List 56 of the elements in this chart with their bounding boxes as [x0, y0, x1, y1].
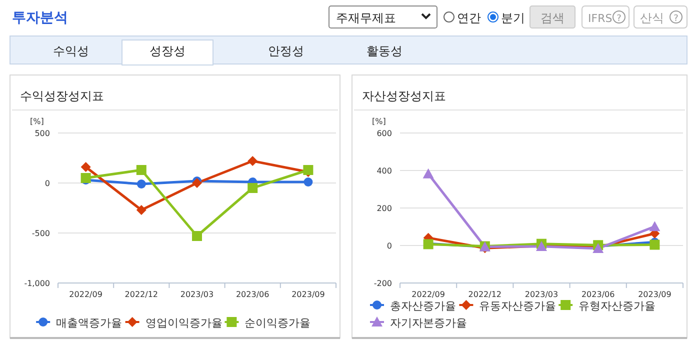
text: 연간	[457, 11, 481, 25]
point	[136, 205, 146, 215]
y-tick-label: 0	[44, 179, 50, 188]
x-tick-label: 2022/12	[124, 290, 158, 299]
point	[80, 173, 91, 183]
y-tick-label: 200	[376, 204, 392, 213]
point	[650, 240, 660, 250]
text: 산식	[640, 11, 664, 25]
text: 활동성	[366, 44, 402, 58]
chart-title: 자산성장성지표	[362, 89, 446, 103]
legend-label: 영업이익증가율	[145, 316, 222, 330]
y-tick-label: 0	[386, 242, 392, 250]
point	[248, 156, 258, 166]
y-tick-label: -1,000	[24, 279, 50, 288]
x-tick-label: 2023/03	[180, 290, 214, 299]
text: 성장성	[150, 44, 186, 58]
y-tick-label: -200	[374, 279, 392, 288]
x-tick-label: 2023/06	[236, 290, 270, 299]
text: ?	[616, 14, 622, 24]
x-tick-label: 2023/09	[638, 290, 672, 299]
text: ?	[674, 14, 679, 24]
legend-label: 총자산증가율	[390, 300, 456, 312]
text: 주재무제표	[336, 11, 396, 25]
text: 검색	[540, 11, 564, 25]
point	[136, 165, 146, 175]
point	[192, 178, 202, 188]
point	[80, 162, 91, 172]
y-axis-title: [%]	[30, 117, 44, 126]
x-tick-label: 2022/09	[69, 290, 102, 299]
y-tick-label: 400	[376, 166, 392, 176]
y-tick-label: 500	[34, 129, 50, 138]
point	[649, 221, 660, 232]
x-tick-label: 2023/03	[524, 290, 558, 299]
legend-label: 순이익증가율	[244, 316, 311, 330]
x-tick-label: 2022/09	[412, 290, 445, 299]
text: 분기	[501, 11, 525, 25]
point	[136, 180, 146, 188]
y-axis-title: [%]	[372, 117, 386, 126]
legend-label: 매출액증가율	[56, 316, 122, 330]
y-tick-label: 600	[376, 129, 392, 138]
text: 투자분석	[12, 10, 68, 26]
point	[304, 178, 313, 186]
legend-label: 유형자산증가율	[578, 300, 656, 312]
text: IFRS	[588, 12, 612, 25]
point	[422, 168, 434, 178]
x-tick-label: 2023/06	[581, 290, 615, 299]
text: 안정성	[268, 44, 304, 58]
legend-label: 유동자산증가율	[479, 300, 556, 312]
point	[248, 183, 258, 193]
x-tick-label: 2023/09	[292, 290, 325, 299]
text: 수익성	[53, 44, 89, 58]
point	[192, 231, 202, 241]
y-tick-label: -500	[32, 229, 50, 238]
legend-label: 자기자본증가율	[390, 316, 467, 330]
x-tick-label: 2022/12	[468, 290, 502, 299]
chart-title: 수익성장성지표	[20, 89, 104, 103]
